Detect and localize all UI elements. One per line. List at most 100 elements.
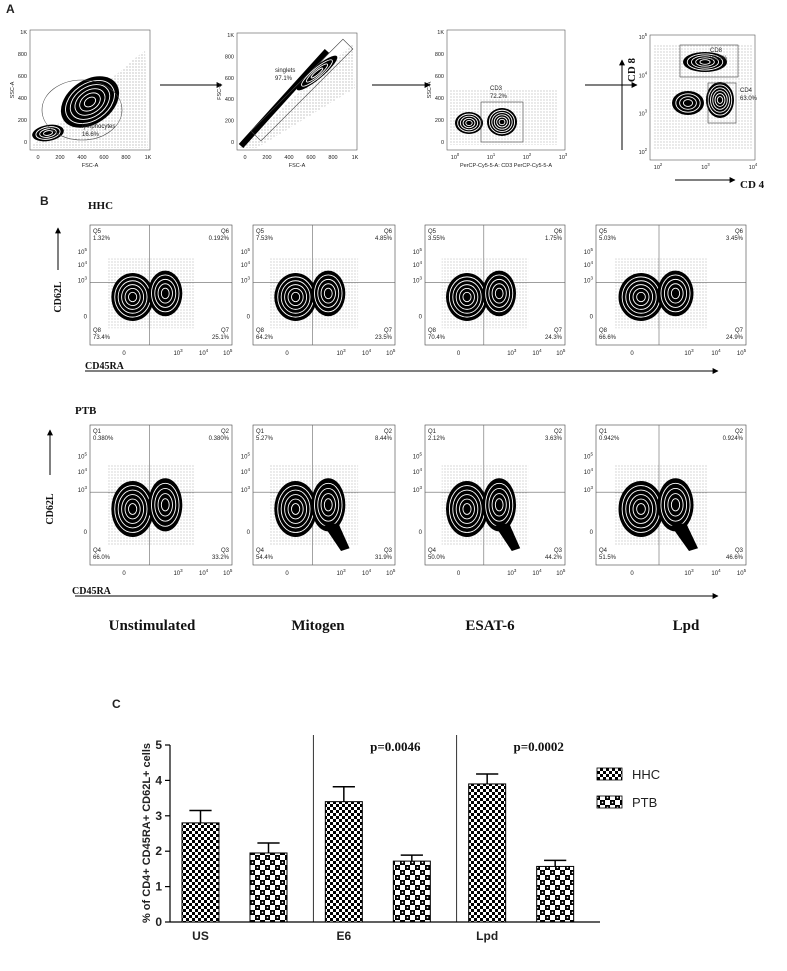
quadrant-name: Q6 bbox=[735, 229, 744, 235]
tick-label: 104 bbox=[362, 568, 372, 577]
contour-ring bbox=[317, 278, 340, 308]
tick-exponent: 4 bbox=[590, 260, 593, 265]
quadrant-name: Q6 bbox=[554, 229, 563, 235]
tick-base: 10 bbox=[241, 455, 248, 461]
tick-label: 104 bbox=[532, 568, 542, 577]
quadrant-name: Q8 bbox=[256, 328, 265, 334]
contour-ring bbox=[488, 109, 516, 135]
tick-label: 105 bbox=[584, 452, 594, 461]
y-tick-label: 3 bbox=[155, 809, 162, 823]
quadrant-value: 33.2% bbox=[212, 555, 230, 561]
tick-label: 105 bbox=[556, 348, 566, 357]
quadrant-name: Q3 bbox=[384, 548, 393, 554]
tick-label: 104 bbox=[241, 467, 251, 476]
contour-ring bbox=[455, 284, 479, 310]
quadrant-value: 51.5% bbox=[599, 555, 617, 561]
tick-label: 104 bbox=[584, 467, 594, 476]
quadrant-name: Q5 bbox=[599, 229, 608, 235]
quadrant-name: Q6 bbox=[384, 229, 393, 235]
contour-fill bbox=[274, 273, 317, 321]
gate-value: 97.1% bbox=[275, 76, 293, 82]
tick-exponent: 0 bbox=[457, 152, 460, 157]
contour-ring bbox=[320, 493, 336, 517]
quadrant-name: Q3 bbox=[221, 548, 230, 554]
tick-exponent: 4 bbox=[419, 467, 422, 472]
gate bbox=[250, 38, 354, 142]
contour-ring bbox=[660, 274, 691, 313]
contour-ring bbox=[682, 99, 694, 107]
quadrant-value: 3.63% bbox=[545, 436, 563, 442]
contour bbox=[296, 55, 338, 91]
contour bbox=[60, 76, 120, 128]
quadrant-name: Q1 bbox=[428, 429, 437, 435]
x-axis-label: PerCP-Cy5-5-A: CD3 PerCP-Cy5-5-A bbox=[460, 163, 552, 169]
gate-value: 72.2% bbox=[490, 94, 508, 100]
tick-label: 104 bbox=[241, 260, 251, 269]
tick-exponent: 5 bbox=[247, 452, 250, 457]
quadrant-name: Q4 bbox=[428, 548, 437, 554]
y-tick-label: 1 bbox=[155, 880, 162, 894]
tick-base: 10 bbox=[241, 470, 248, 476]
panel-label: A bbox=[6, 2, 15, 16]
tick-base: 10 bbox=[336, 351, 343, 357]
quadrant-name: Q8 bbox=[428, 328, 437, 334]
quadrant-value: 5.27% bbox=[256, 436, 274, 442]
y-axis-label: SSC-A bbox=[427, 81, 433, 98]
tick-label: 0 bbox=[457, 571, 461, 577]
plot-frame bbox=[236, 32, 358, 151]
contour-ring bbox=[686, 53, 724, 71]
tick-base: 10 bbox=[223, 571, 230, 577]
contour-fill bbox=[618, 273, 664, 321]
tick-label: 103 bbox=[559, 152, 568, 161]
y-tick-label: 0 bbox=[155, 915, 162, 929]
contour-ring bbox=[301, 59, 333, 87]
y-axis-label: CD 8 bbox=[626, 57, 638, 82]
plot-frame bbox=[252, 424, 396, 566]
tick-label: 104 bbox=[749, 162, 758, 171]
contour-ring bbox=[493, 114, 511, 130]
contour bbox=[618, 481, 664, 537]
contour-ring bbox=[670, 498, 681, 512]
plot-frame bbox=[595, 224, 747, 346]
tick-label: 200 bbox=[18, 118, 27, 124]
contour-ring bbox=[455, 494, 479, 524]
contour-ring bbox=[714, 93, 726, 107]
quadrant-value: 25.1% bbox=[212, 335, 230, 341]
contour-ring bbox=[452, 489, 482, 529]
tick-exponent: 2 bbox=[660, 162, 663, 167]
tick-exponent: 5 bbox=[230, 568, 233, 573]
contour-fill bbox=[672, 91, 704, 115]
tick-exponent: 4 bbox=[590, 467, 593, 472]
tick-label: 105 bbox=[223, 348, 233, 357]
y-axis-label: CD62L bbox=[53, 281, 64, 312]
quadrant-name: Q4 bbox=[599, 548, 608, 554]
contour-ring bbox=[691, 55, 719, 69]
contour-ring bbox=[670, 287, 681, 300]
contour-ring bbox=[712, 90, 728, 110]
gate-name: lymphocytes bbox=[82, 124, 115, 130]
quadrant-value: 70.4% bbox=[428, 335, 446, 341]
tick-label: 105 bbox=[241, 452, 251, 461]
contour-fill bbox=[311, 478, 346, 532]
column-label: Unstimulated bbox=[109, 618, 196, 634]
contour-fill bbox=[482, 270, 516, 317]
tick-exponent: 4 bbox=[539, 348, 542, 353]
quadrant-name: Q4 bbox=[256, 548, 265, 554]
tick-label: 0 bbox=[122, 571, 126, 577]
contour-fill bbox=[706, 82, 734, 118]
tick-label: 103 bbox=[173, 568, 183, 577]
tick-base: 10 bbox=[413, 488, 420, 494]
contour-ring bbox=[320, 283, 336, 304]
tick-label: 103 bbox=[701, 162, 710, 171]
contour-ring bbox=[39, 128, 57, 138]
tick-label: 104 bbox=[362, 348, 372, 357]
tick-base: 10 bbox=[173, 351, 180, 357]
y-tick-label: 4 bbox=[155, 773, 162, 787]
tick-label: 104 bbox=[78, 467, 88, 476]
y-axis-label: % of CD4+ CD45RA+ CD62L+ cells bbox=[141, 743, 153, 923]
tick-label: 103 bbox=[584, 485, 594, 494]
contour-ring bbox=[154, 487, 177, 522]
contour-ring bbox=[679, 96, 697, 110]
tick-exponent: 4 bbox=[539, 568, 542, 573]
contour-ring bbox=[74, 88, 106, 116]
